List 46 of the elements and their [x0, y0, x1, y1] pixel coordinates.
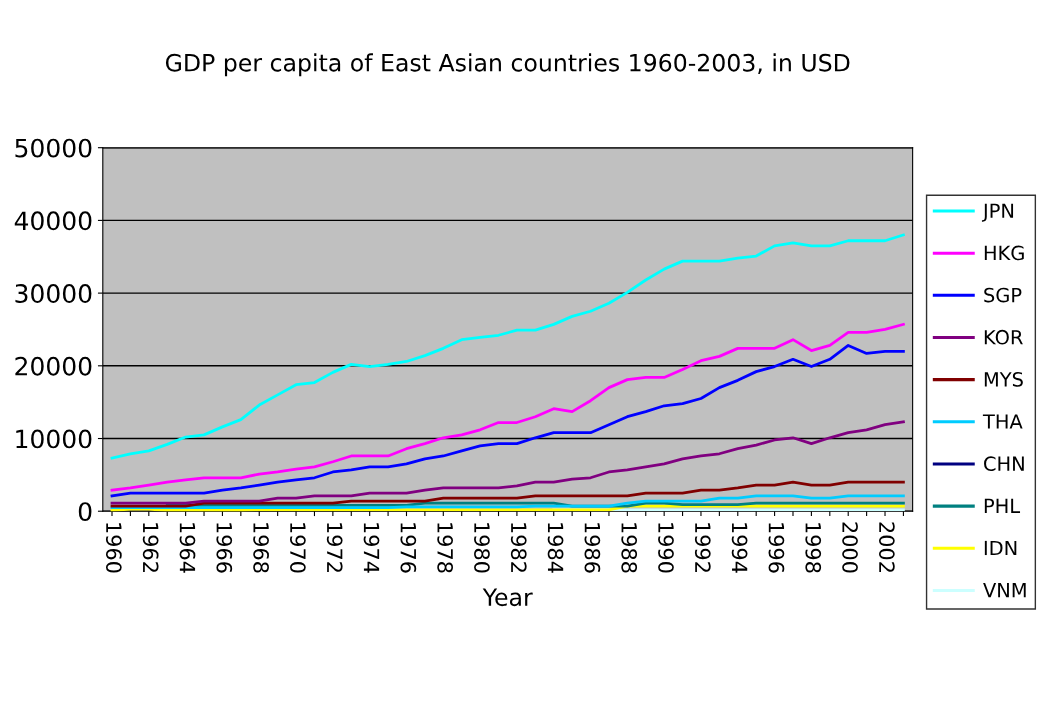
x-tick-label: 1960 [105, 523, 122, 573]
x-tick-label: 1984 [547, 523, 564, 573]
x-tick-label: 1972 [326, 523, 343, 572]
x-tick-label: 1964 [179, 523, 196, 573]
x-tick-label: 1988 [621, 523, 638, 573]
x-tick-label: 1976 [400, 523, 417, 573]
y-tick-label: 40000 [14, 211, 92, 231]
x-tick-label: 1994 [731, 523, 748, 573]
legend-label: JPN [981, 203, 1014, 222]
legend-label: VNM [983, 583, 1026, 598]
x-tick-label: 1974 [363, 523, 380, 573]
legend-label: SGP [984, 287, 1022, 303]
line-series [110, 480, 905, 508]
chart-title: GDP per capita of East Asian countries 1960-2003, in USD [165, 53, 850, 77]
legend-label: PHL [984, 498, 1021, 513]
y-tick-label: 10000 [16, 429, 92, 449]
legend-label: CHN [984, 456, 1024, 472]
x-tick-label: 1992 [694, 523, 711, 572]
x-tick-label: 1990 [658, 523, 674, 573]
y-tick-label: 50000 [15, 138, 92, 158]
x-tick-label: 1986 [584, 523, 601, 573]
y-tick-label: 20000 [15, 356, 92, 376]
x-tick-label: 1978 [437, 523, 454, 573]
x-tick-label: 1982 [510, 523, 527, 572]
x-tick-label: 1962 [142, 523, 159, 572]
x-tick-label: 1966 [216, 523, 233, 573]
line-series [110, 233, 905, 460]
legend-label: MYS [984, 372, 1023, 387]
line-series [110, 322, 905, 492]
x-tick-label: 1996 [768, 523, 785, 573]
y-tick-label: 30000 [15, 284, 92, 303]
x-tick-label: 1980 [474, 523, 490, 573]
legend-label: HKG [984, 245, 1024, 261]
legend-label: KOR [984, 329, 1023, 345]
x-tick-label: 1998 [805, 523, 822, 573]
x-axis-title: Year [482, 588, 533, 607]
legend-label: IDN [984, 540, 1017, 556]
line-series [110, 420, 905, 505]
x-tick-label: 2000 [842, 522, 858, 573]
x-tick-label: 1968 [253, 523, 269, 573]
x-tick-label: 1970 [290, 523, 306, 573]
line-series [110, 344, 905, 498]
x-tick-label: 2002 [878, 522, 895, 572]
legend-label: THA [982, 414, 1023, 429]
line-series [110, 494, 905, 509]
y-tick-label: 0 [78, 502, 92, 522]
